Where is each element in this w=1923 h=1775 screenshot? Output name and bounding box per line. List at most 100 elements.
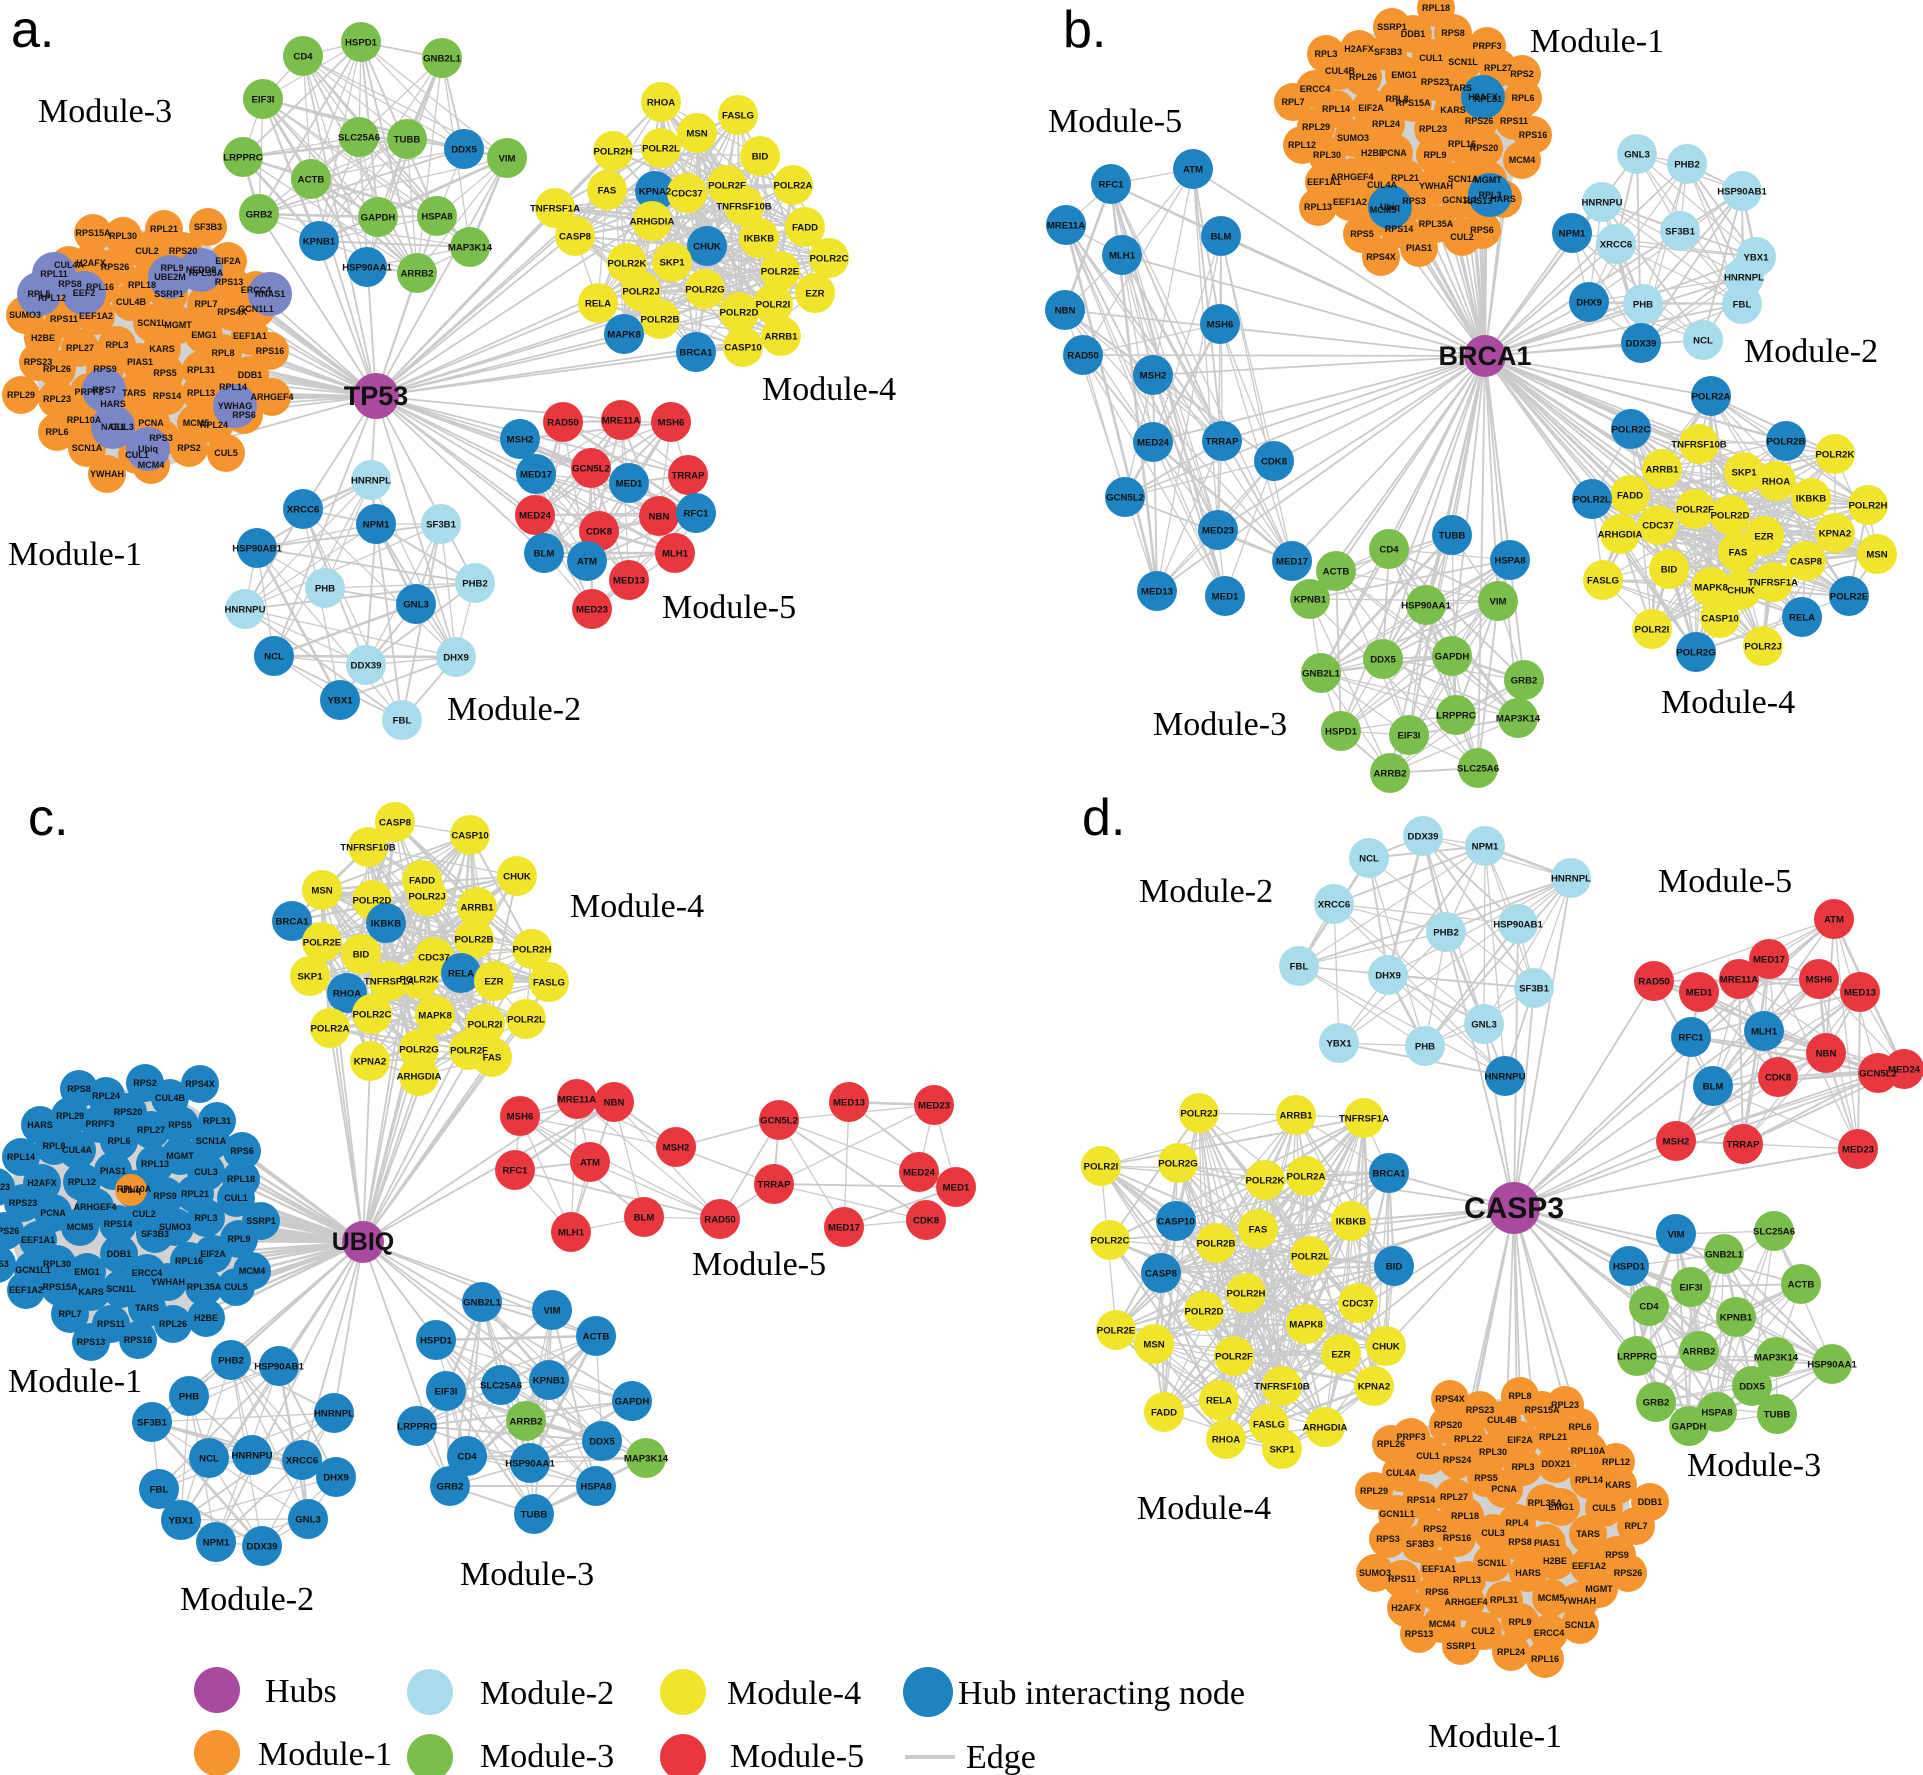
svg-text:MAPK8: MAPK8	[418, 1010, 452, 1021]
svg-text:GAPDH: GAPDH	[361, 212, 396, 223]
svg-text:TNFRSF10B: TNFRSF10B	[340, 842, 396, 853]
svg-text:SF3B3: SF3B3	[1406, 1539, 1434, 1549]
svg-text:RPS14: RPS14	[153, 391, 182, 401]
svg-text:VIM: VIM	[498, 153, 515, 164]
svg-text:EMG1: EMG1	[1548, 1502, 1574, 1512]
svg-text:SUMO3: SUMO3	[9, 310, 41, 320]
svg-text:RPS3: RPS3	[1376, 1534, 1400, 1544]
svg-text:NBN: NBN	[1816, 1048, 1837, 1059]
svg-text:RPS5: RPS5	[1350, 229, 1374, 239]
svg-text:MCM4: MCM4	[1509, 155, 1536, 165]
svg-text:HNRNPU: HNRNPU	[1484, 1071, 1525, 1082]
svg-text:TRRAP: TRRAP	[757, 1179, 791, 1190]
svg-text:RPL13: RPL13	[1453, 1575, 1481, 1585]
svg-text:SLC25A6: SLC25A6	[480, 1380, 522, 1391]
svg-text:NBN: NBN	[1055, 305, 1076, 316]
svg-text:RPS5: RPS5	[168, 1120, 192, 1130]
svg-text:DDX5: DDX5	[1739, 1381, 1765, 1392]
svg-text:POLR2A: POLR2A	[1287, 1171, 1326, 1182]
svg-text:POLR2I: POLR2I	[756, 299, 791, 310]
svg-text:MED13: MED13	[1844, 987, 1876, 998]
svg-text:MED24: MED24	[1137, 437, 1170, 448]
svg-text:CASP8: CASP8	[559, 231, 592, 242]
svg-text:RPS15A: RPS15A	[1524, 1405, 1560, 1415]
svg-text:Module-3: Module-3	[460, 1556, 594, 1593]
svg-text:TNFRSF10B: TNFRSF10B	[1671, 439, 1727, 450]
svg-text:HSP90AA1: HSP90AA1	[342, 262, 392, 273]
svg-text:SSRP1: SSRP1	[1377, 22, 1407, 32]
svg-text:RPS3: RPS3	[149, 433, 173, 443]
svg-text:TARS: TARS	[1576, 1529, 1600, 1539]
svg-text:SCN1L: SCN1L	[137, 318, 167, 328]
svg-text:EIF3I: EIF3I	[435, 1386, 458, 1397]
svg-text:EEF1A2: EEF1A2	[79, 311, 113, 321]
svg-text:RPL9: RPL9	[227, 1234, 250, 1244]
svg-text:RPS16: RPS16	[124, 1335, 153, 1345]
svg-text:KARS: KARS	[78, 1287, 104, 1297]
svg-text:ERCC4: ERCC4	[241, 285, 272, 295]
svg-text:RHOA: RHOA	[1212, 1434, 1240, 1445]
svg-text:MAP3K14: MAP3K14	[448, 242, 493, 253]
svg-text:RPL18: RPL18	[227, 1174, 255, 1184]
svg-text:PRPF3: PRPF3	[74, 387, 103, 397]
svg-text:FAS: FAS	[598, 185, 617, 196]
svg-text:H2AFX: H2AFX	[1468, 92, 1498, 102]
svg-text:RPS15A: RPS15A	[75, 228, 111, 238]
svg-text:UBE2M: UBE2M	[154, 272, 186, 282]
svg-text:RPL6: RPL6	[107, 1136, 130, 1146]
svg-text:RPS9: RPS9	[153, 1191, 177, 1201]
svg-text:MAPK8: MAPK8	[1289, 1319, 1323, 1330]
svg-text:PRPF3: PRPF3	[85, 1119, 114, 1129]
svg-text:SF3B1: SF3B1	[426, 519, 457, 530]
svg-text:TNFRSF10B: TNFRSF10B	[716, 201, 772, 212]
svg-text:POLR2E: POLR2E	[1830, 591, 1869, 602]
svg-text:RPS13: RPS13	[215, 277, 244, 287]
svg-text:TNFRSF1A: TNFRSF1A	[364, 976, 414, 987]
svg-text:NBN: NBN	[604, 1097, 625, 1108]
svg-text:CASP3: CASP3	[1464, 1192, 1564, 1225]
svg-text:HSPA8: HSPA8	[580, 1481, 612, 1492]
svg-text:CHUK: CHUK	[1727, 585, 1755, 596]
svg-text:POLR2J: POLR2J	[408, 891, 445, 902]
svg-text:TP53: TP53	[344, 381, 409, 411]
svg-text:RPL29: RPL29	[56, 1111, 84, 1121]
svg-text:CASP8: CASP8	[379, 817, 412, 828]
svg-text:RPL6: RPL6	[1511, 93, 1534, 103]
svg-text:TUBB: TUBB	[521, 1509, 548, 1520]
svg-text:TRRAP: TRRAP	[671, 470, 705, 481]
svg-text:RPL30: RPL30	[1313, 150, 1341, 160]
svg-text:POLR2J: POLR2J	[1744, 641, 1781, 652]
svg-text:FBL: FBL	[150, 1484, 169, 1495]
svg-text:RPS4X: RPS4X	[185, 1079, 215, 1089]
svg-text:RPL27: RPL27	[66, 343, 94, 353]
svg-text:TARS: TARS	[1448, 83, 1472, 93]
svg-text:EZR: EZR	[805, 288, 824, 299]
svg-text:Module-2: Module-2	[447, 691, 581, 728]
svg-text:RPS20: RPS20	[1434, 1420, 1463, 1430]
svg-text:RPS4X: RPS4X	[217, 307, 247, 317]
svg-text:RPS2: RPS2	[1510, 69, 1534, 79]
svg-text:RPS4X: RPS4X	[1366, 252, 1396, 262]
svg-text:RPL26: RPL26	[1377, 1439, 1405, 1449]
svg-text:PHB: PHB	[1415, 1041, 1435, 1052]
svg-text:EEF1A2: EEF1A2	[9, 1285, 43, 1295]
svg-text:Ubiq: Ubiq	[138, 444, 158, 454]
svg-text:RPS26: RPS26	[1614, 1568, 1643, 1578]
svg-text:XRCC6: XRCC6	[1318, 899, 1351, 910]
svg-text:HSP90AB1: HSP90AB1	[1717, 186, 1767, 197]
svg-text:POLR2H: POLR2H	[513, 944, 552, 955]
svg-text:CUL1: CUL1	[125, 450, 149, 460]
svg-text:CUL5: CUL5	[224, 1282, 248, 1292]
svg-text:CUL2: CUL2	[135, 246, 159, 256]
svg-text:RPL24: RPL24	[92, 1091, 120, 1101]
svg-text:XRCC6: XRCC6	[287, 504, 320, 515]
svg-text:EIF2A: EIF2A	[1507, 1435, 1533, 1445]
svg-text:NBN: NBN	[649, 511, 670, 522]
svg-text:RPL13: RPL13	[187, 388, 215, 398]
svg-text:RPS9: RPS9	[93, 364, 117, 374]
svg-text:TUBB: TUBB	[394, 134, 421, 145]
svg-text:FAS: FAS	[1249, 1224, 1268, 1235]
svg-text:HSPA8: HSPA8	[421, 211, 453, 222]
svg-text:FASLG: FASLG	[1253, 1419, 1285, 1430]
svg-text:GNB2L1: GNB2L1	[463, 1297, 502, 1308]
